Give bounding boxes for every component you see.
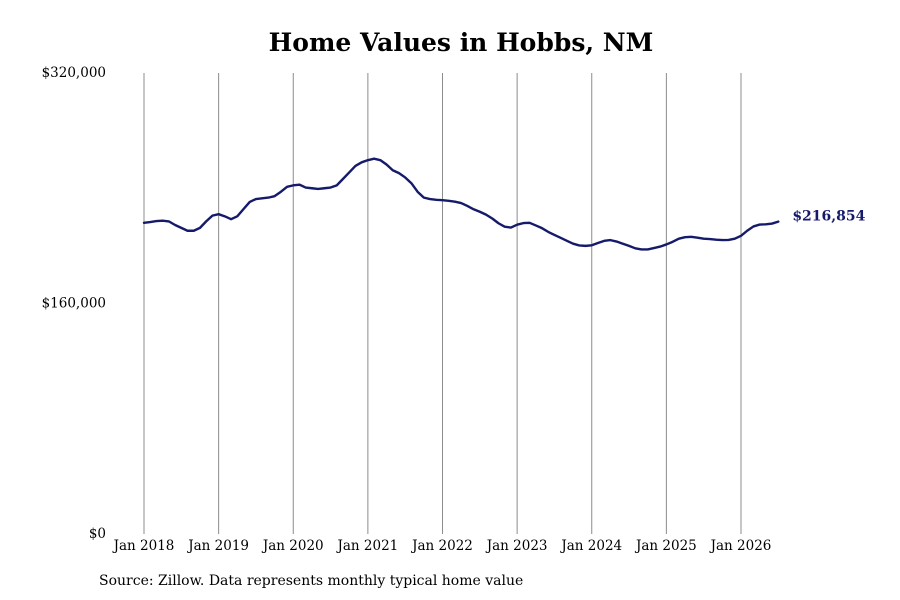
x-tick-label: Jan 2021 (335, 538, 398, 554)
x-tick-label: Jan 2019 (186, 538, 249, 554)
x-tick-label: Jan 2024 (559, 538, 622, 554)
end-value-label: $216,854 (792, 209, 865, 225)
x-tick-label: Jan 2025 (634, 538, 697, 554)
x-tick-label: Jan 2020 (261, 538, 324, 554)
x-tick-label: Jan 2022 (410, 538, 473, 554)
x-axis: Jan 2018 Jan 2019 Jan 2020 Jan 2021 Jan 2022… (112, 538, 772, 554)
y-tick-label: $0 (89, 526, 106, 542)
x-tick-label: Jan 2018 (112, 538, 175, 554)
y-tick-label: $320,000 (42, 65, 106, 81)
series-line (144, 159, 778, 250)
x-tick-label: Jan 2026 (709, 538, 772, 554)
x-tick-label: Jan 2023 (485, 538, 548, 554)
y-tick-label: $160,000 (42, 296, 106, 312)
y-axis: $0 $160,000 $320,000 (42, 65, 106, 542)
source-note: Source: Zillow. Data represents monthly … (99, 573, 523, 589)
gridlines (144, 73, 741, 534)
